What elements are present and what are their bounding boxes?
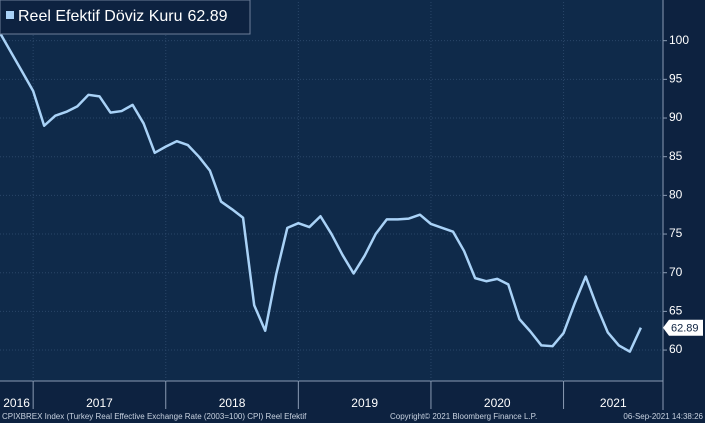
copyright: Copyright© 2021 Bloomberg Finance L.P. xyxy=(390,412,537,421)
legend-part: 62.89 xyxy=(188,8,228,25)
legend-swatch xyxy=(6,11,14,19)
legend-text: Reel Efektif Döviz Kuru 62.89 xyxy=(18,8,228,25)
y-tick-label: 70 xyxy=(669,265,683,279)
y-tick-label: 80 xyxy=(669,188,683,202)
x-tick-label: 2019 xyxy=(351,396,378,410)
footer-title: CPIXBREX Index (Turkey Real Effective Ex… xyxy=(2,412,307,421)
y-tick-label: 75 xyxy=(669,226,683,240)
y-tick-label: 85 xyxy=(669,149,683,163)
timestamp: 06-Sep-2021 14:38:26 xyxy=(623,412,703,421)
x-tick-label: 2020 xyxy=(484,396,511,410)
y-tick-label: 60 xyxy=(669,342,683,356)
legend: Reel Efektif Döviz Kuru 62.89 xyxy=(0,0,251,35)
plot-area xyxy=(0,0,663,381)
x-tick-label: 2016 xyxy=(3,396,30,410)
legend-box xyxy=(0,0,251,35)
x-tick-label: 2017 xyxy=(86,396,113,410)
x-tick-label: 2018 xyxy=(219,396,246,410)
y-tick-label: 95 xyxy=(669,72,683,86)
last-value-tag xyxy=(663,319,703,336)
y-tick-label: 65 xyxy=(669,304,683,318)
x-tick-label: 2021 xyxy=(600,396,627,410)
last-value-label: 62.89 xyxy=(671,323,699,335)
y-tick-label: 100 xyxy=(669,33,689,47)
legend-part: Reel Efektif Döviz Kuru xyxy=(18,8,183,25)
data-line xyxy=(0,32,642,353)
y-tick-label: 90 xyxy=(669,110,683,124)
